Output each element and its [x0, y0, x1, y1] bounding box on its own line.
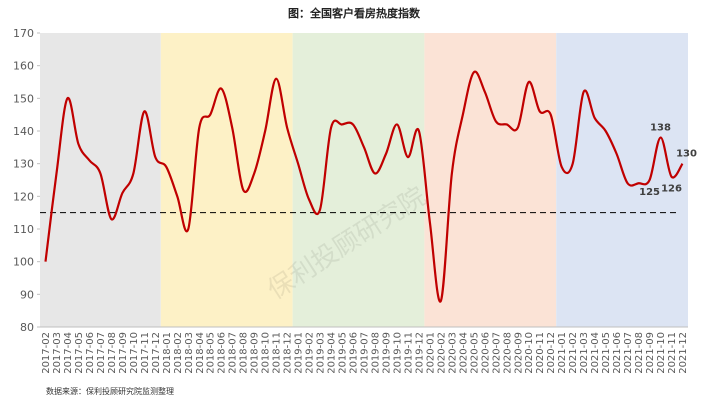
- data-line: [44, 70, 684, 303]
- x-tick-label: 2021-07: [623, 332, 634, 374]
- x-tick-label: 2021-01: [557, 332, 568, 374]
- x-tick-label: 2017-04: [63, 332, 74, 374]
- x-tick-label: 2021-08: [634, 332, 645, 374]
- x-tick-label: 2017-09: [118, 332, 129, 374]
- x-tick-label: 2017-06: [85, 332, 96, 374]
- x-tick-label: 2019-06: [349, 332, 360, 374]
- x-tick-label: 2019-09: [381, 332, 392, 374]
- x-tick-label: 2017-02: [41, 332, 52, 374]
- x-tick-label: 2017-11: [140, 332, 151, 374]
- x-tick-label: 2020-03: [447, 332, 458, 374]
- x-tick-label: 2021-02: [568, 332, 579, 374]
- x-tick-label: 2020-01: [425, 332, 436, 374]
- x-tick-label: 2018-07: [228, 332, 239, 374]
- y-tick-label: 140: [13, 125, 34, 138]
- x-tick-label: 2019-10: [392, 332, 403, 374]
- x-tick-label: 2017-03: [52, 332, 63, 374]
- x-tick-label: 2020-02: [436, 332, 447, 374]
- x-tick-label: 2017-10: [129, 332, 140, 374]
- x-tick-label: 2021-10: [656, 332, 667, 374]
- x-tick-label: 2018-05: [206, 332, 217, 374]
- x-tick-label: 2021-06: [612, 332, 623, 374]
- x-tick-label: 2020-04: [458, 332, 469, 374]
- y-tick-label: 80: [20, 321, 34, 334]
- x-tick-label: 2021-03: [579, 332, 590, 374]
- x-tick-label: 2018-02: [173, 332, 184, 374]
- y-tick-label: 120: [13, 190, 34, 203]
- y-tick-label: 100: [13, 256, 34, 269]
- x-tick-label: 2020-06: [480, 332, 491, 374]
- period-band: [292, 33, 425, 327]
- data-label: 126: [661, 184, 682, 195]
- x-tick-label: 2017-07: [96, 332, 107, 374]
- period-band: [556, 33, 688, 327]
- x-tick-label: 2019-02: [305, 332, 316, 374]
- x-tick-label: 2019-03: [316, 332, 327, 374]
- y-tick-label: 160: [13, 60, 34, 73]
- x-tick-label: 2018-01: [162, 332, 173, 374]
- chart-title: 图：全国客户看房热度指数: [288, 6, 421, 20]
- x-tick-label: 2020-08: [502, 332, 513, 374]
- x-tick-label: 2019-01: [294, 332, 305, 374]
- x-tick-label: 2019-07: [360, 332, 371, 374]
- y-tick-label: 110: [13, 223, 34, 236]
- x-tick-label: 2018-08: [239, 332, 250, 374]
- x-tick-label: 2021-11: [667, 332, 678, 374]
- x-tick-label: 2018-10: [261, 332, 272, 374]
- x-tick-label: 2021-09: [645, 332, 656, 374]
- period-band: [424, 33, 557, 327]
- x-tick-label: 2017-12: [151, 332, 162, 374]
- x-tick-label: 2020-05: [469, 332, 480, 374]
- period-band: [160, 33, 293, 327]
- x-tick-label: 2018-09: [250, 332, 261, 374]
- x-tick-label: 2019-08: [370, 332, 381, 374]
- y-tick-label: 130: [13, 158, 34, 171]
- x-tick-label: 2018-06: [217, 332, 228, 374]
- x-tick-label: 2018-04: [195, 332, 206, 374]
- y-tick-label: 170: [13, 27, 34, 40]
- y-tick-label: 150: [13, 92, 34, 105]
- x-tick-label: 2021-04: [590, 332, 601, 374]
- x-tick-label: 2018-11: [272, 332, 283, 374]
- x-tick-label: 2021-05: [601, 332, 612, 374]
- x-tick-label: 2020-12: [546, 332, 557, 374]
- x-tick-label: 2019-04: [327, 332, 338, 374]
- x-tick-label: 2019-05: [338, 332, 349, 374]
- x-tick-label: 2020-09: [513, 332, 524, 374]
- source-note: 数据来源：保利投顾研究院监测整理: [46, 386, 174, 396]
- x-tick-label: 2018-12: [283, 332, 294, 374]
- x-tick-label: 2020-11: [535, 332, 546, 374]
- data-label: 130: [676, 149, 697, 160]
- x-tick-label: 2019-11: [403, 332, 414, 374]
- x-tick-label: 2017-08: [107, 332, 118, 374]
- x-tick-label: 2018-03: [184, 332, 195, 374]
- x-tick-label: 2020-07: [491, 332, 502, 374]
- x-tick-label: 2020-10: [524, 332, 535, 374]
- x-tick-label: 2021-12: [678, 332, 689, 374]
- y-tick-label: 90: [20, 288, 34, 301]
- data-label: 138: [650, 123, 671, 134]
- x-tick-label: 2019-12: [414, 332, 425, 374]
- period-band: [40, 33, 161, 327]
- x-tick-label: 2017-05: [74, 332, 85, 374]
- data-label: 125: [639, 187, 660, 198]
